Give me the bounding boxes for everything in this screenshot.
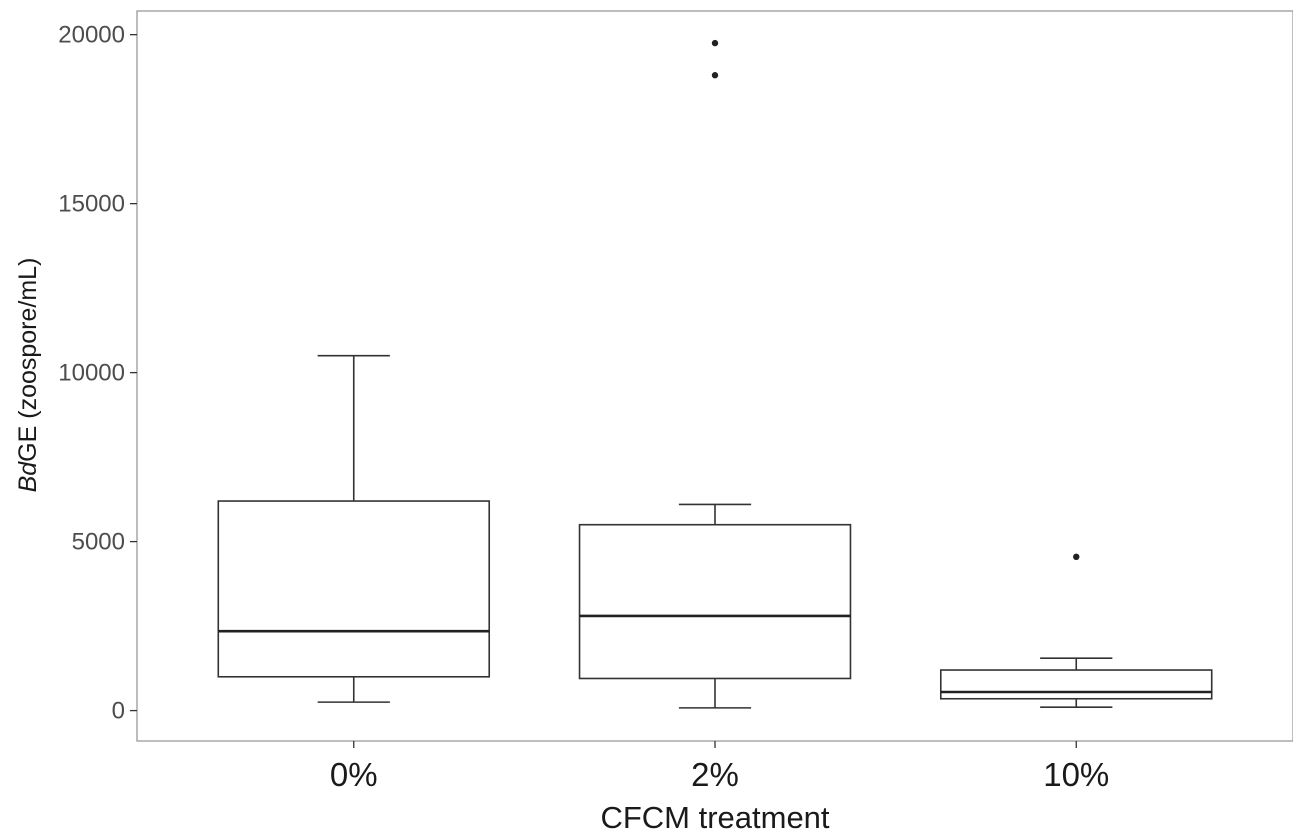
box-iqr (217, 500, 491, 678)
y-axis: 0 5000 10000 15000 20000 (58, 22, 137, 725)
outlier-point (711, 39, 719, 47)
x-tick-label: 10% (1043, 756, 1109, 793)
y-tick-label: 5000 (72, 529, 125, 556)
x-tick-label: 2% (691, 756, 739, 793)
y-tick-label: 0 (112, 698, 125, 725)
outlier-point (1073, 553, 1080, 561)
box-iqr (939, 669, 1213, 700)
y-axis-title-rest: GE (zoospore/mL) (14, 258, 42, 462)
box-iqr (578, 523, 852, 680)
box-plot-marks (217, 39, 1213, 709)
y-axis-title-italic: Bd (14, 461, 42, 493)
outlier-point (711, 72, 719, 79)
y-tick-label: 20000 (58, 22, 125, 49)
y-tick-label: 15000 (58, 191, 125, 218)
x-axis-title: CFCM treatment (600, 800, 829, 835)
x-tick-label: 0% (330, 756, 378, 793)
y-axis-title: BdGE (zoospore/mL) (14, 258, 42, 493)
x-axis: 0% 2% 10% (330, 741, 1109, 793)
y-tick-label: 10000 (58, 360, 125, 387)
